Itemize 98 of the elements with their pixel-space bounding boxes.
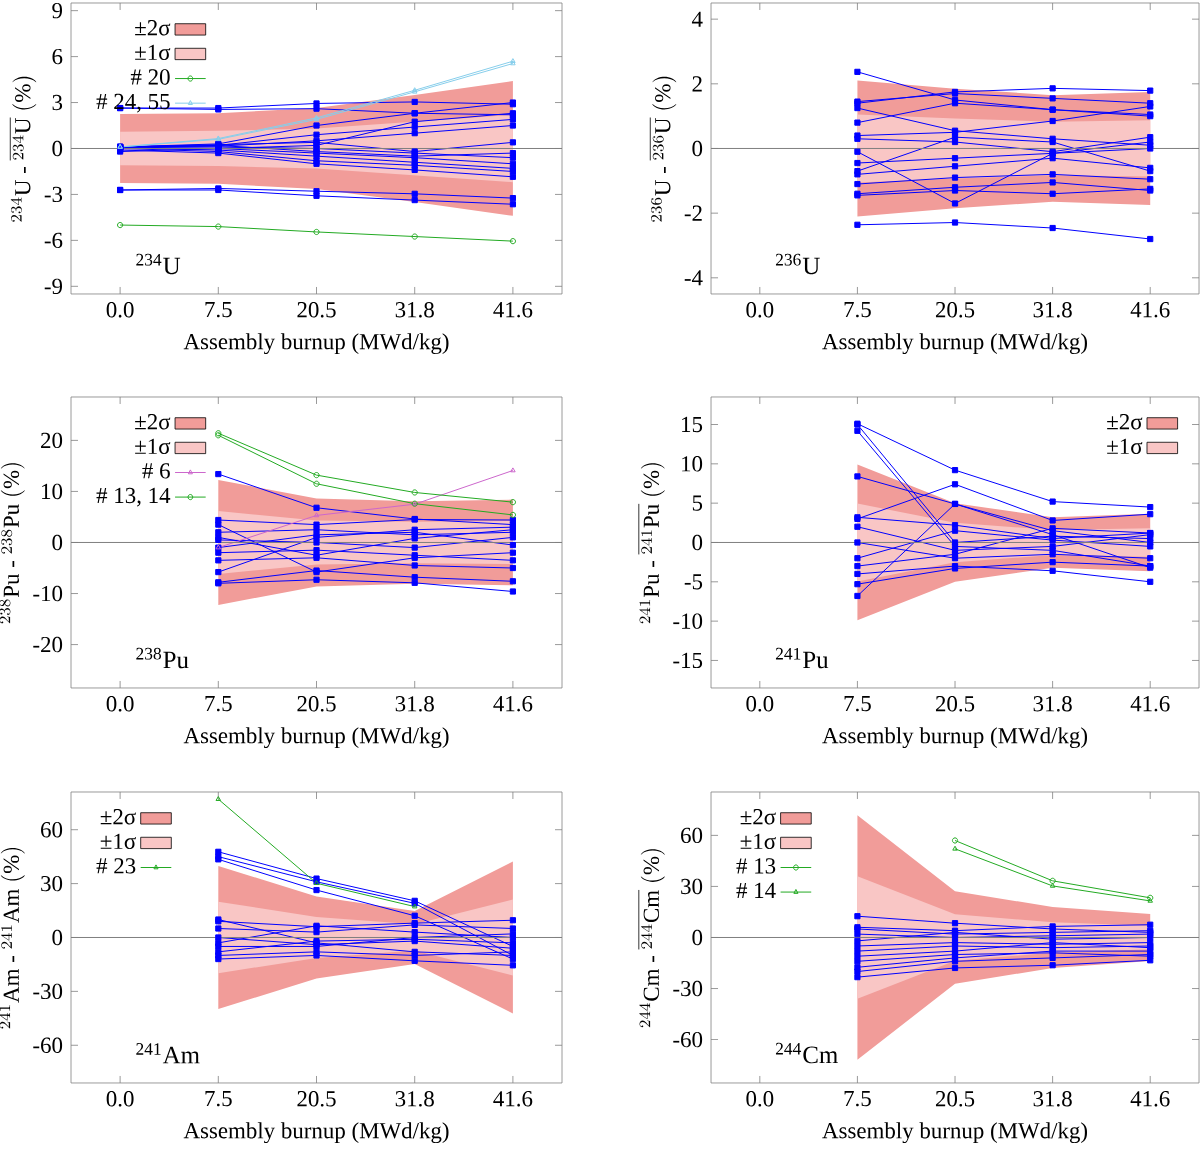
x-tick-label: 41.6 (493, 302, 533, 318)
x-axis-title: Assembly burnup (MWd/kg) (183, 1122, 449, 1144)
x-tick-label: 41.6 (1130, 1091, 1170, 1107)
y-axis-title: $^{238}\mathrm{Pu}\mbox{ - }\overline{^{238}\mathrm{Pu}}\ (\%)$ (0, 463, 25, 624)
x-tick-label: 20.5 (297, 1091, 336, 1107)
x-tick-label: 41.6 (493, 696, 533, 712)
y-tick-label: -60 (673, 1031, 703, 1048)
y-tick-label: 6 (52, 48, 63, 65)
y-tick-label: 60 (681, 827, 703, 844)
x-tick-label: 20.5 (297, 696, 336, 712)
legend-label: # 14 (736, 882, 776, 898)
legend-label: ±1σ (740, 833, 776, 850)
x-axis-title: Assembly burnup (MWd/kg) (822, 1122, 1088, 1144)
y-axis-title: $^{244}\mathrm{Cm}\mbox{ - }\overline{^{244}\mathrm{Cm}}\ (\%)$ (638, 849, 665, 1028)
y-tick-label: 0 (692, 929, 703, 946)
y-tick-label: -15 (673, 652, 703, 669)
x-axis-title: Assembly burnup (MWd/kg) (822, 333, 1088, 355)
x-tick-label: 0.0 (106, 696, 134, 712)
annotation: $^{234}$U (136, 253, 181, 275)
y-tick-label: -3 (44, 186, 63, 203)
x-tick-label: 7.5 (205, 302, 232, 318)
x-tick-label: 31.8 (1033, 1091, 1072, 1107)
y-tick-label: 0 (692, 140, 703, 157)
x-tick-label: 0.0 (746, 302, 774, 318)
x-tick-label: 0.0 (746, 696, 774, 712)
y-axis-title: $^{241}\mathrm{Pu}\mbox{ - }\overline{^{241}\mathrm{Pu}}\ (\%)$ (638, 463, 665, 624)
y-tick-label: 0 (692, 534, 703, 551)
y-tick-label: 10 (42, 483, 63, 500)
legend-label: ±2σ (135, 20, 171, 36)
y-tick-label: 4 (691, 11, 703, 27)
x-tick-label: 0.0 (746, 1091, 774, 1107)
x-tick-label: 7.5 (205, 1091, 232, 1107)
x-tick-label: 20.5 (297, 302, 336, 318)
x-axis-title: Assembly burnup (MWd/kg) (183, 727, 449, 749)
legend-label: ±1σ (135, 438, 171, 455)
y-tick-label: -30 (673, 980, 703, 997)
x-tick-label: 31.8 (395, 302, 434, 318)
y-tick-label: 60 (41, 822, 63, 838)
legend-label: # 23 (96, 858, 136, 874)
x-tick-label: 20.5 (935, 696, 975, 712)
x-tick-label: 41.6 (493, 1091, 533, 1107)
legend-label: ±2σ (135, 414, 171, 430)
legend-label: ±1σ (135, 44, 171, 61)
legend-label: # 6 (142, 463, 170, 479)
y-tick-label: -5 (684, 574, 703, 590)
x-tick-label: 31.8 (395, 1091, 434, 1107)
legend-label: ±2σ (100, 809, 136, 825)
y-tick-label: -2 (684, 205, 702, 221)
y-tick-label: 30 (41, 875, 63, 892)
y-tick-label: -60 (33, 1037, 63, 1053)
legend-label: # 13 (736, 858, 776, 874)
y-tick-label: 2 (692, 76, 702, 92)
y-tick-label: 10 (682, 456, 703, 472)
x-tick-label: 7.5 (844, 696, 871, 712)
x-tick-label: 0.0 (106, 1091, 134, 1107)
x-tick-label: 7.5 (844, 302, 871, 318)
y-tick-label: 5 (692, 495, 703, 511)
legend-label: # 20 (130, 69, 170, 85)
annotation: $^{238}$Pu (136, 647, 189, 669)
y-tick-label: -6 (44, 232, 63, 249)
y-tick-label: 20 (41, 432, 63, 449)
x-tick-label: 41.6 (1130, 302, 1170, 318)
legend-label: ±1σ (100, 833, 136, 850)
y-tick-label: 30 (681, 878, 703, 895)
y-tick-label: -30 (33, 983, 63, 1000)
x-tick-label: 20.5 (935, 1091, 975, 1107)
legend-label: ±2σ (1107, 414, 1143, 430)
x-axis-title: Assembly burnup (MWd/kg) (183, 333, 449, 355)
annotation: $^{241}$Pu (775, 647, 829, 669)
y-tick-label: -10 (33, 585, 63, 602)
y-tick-label: 0 (52, 929, 63, 946)
x-axis-title: Assembly burnup (MWd/kg) (822, 727, 1088, 749)
x-tick-label: 7.5 (844, 1091, 871, 1107)
y-axis-title: $^{234}\mathrm{U}\mbox{ - }\overline{^{234}\mathrm{U}}\ (\%)$ (10, 76, 37, 222)
y-tick-label: 3 (52, 94, 63, 111)
y-axis-title: $^{236}\mathrm{U}\mbox{ - }\overline{^{236}\mathrm{U}}\ (\%)$ (650, 76, 677, 222)
legend-label: ±1σ (1107, 438, 1143, 454)
y-tick-label: 0 (52, 140, 63, 157)
y-tick-label: -9 (44, 278, 63, 295)
y-tick-label: -10 (673, 613, 703, 629)
y-tick-label: 15 (682, 416, 703, 433)
y-tick-label: -4 (684, 270, 703, 286)
annotation: $^{236}$U (775, 253, 820, 275)
legend-label: ±2σ (740, 809, 776, 825)
x-tick-label: 41.6 (1130, 696, 1170, 712)
y-tick-label: -20 (33, 636, 63, 653)
y-tick-label: 0 (52, 534, 63, 551)
legend-label: # 13, 14 (96, 487, 171, 507)
x-tick-label: 0.0 (106, 302, 134, 318)
x-tick-label: 31.8 (395, 696, 434, 712)
annotation: $^{244}$Cm (775, 1042, 838, 1064)
annotation: $^{241}$Am (136, 1043, 200, 1064)
x-tick-label: 31.8 (1033, 302, 1072, 318)
y-tick-label: 9 (52, 2, 63, 19)
x-tick-label: 31.8 (1033, 696, 1072, 712)
x-tick-label: 20.5 (935, 302, 975, 318)
y-axis-title: $^{241}\mathrm{Am}\mbox{ - }\overline{^{241}\mathrm{Am}}\ (\%)$ (0, 848, 25, 1029)
x-tick-label: 7.5 (205, 696, 232, 712)
